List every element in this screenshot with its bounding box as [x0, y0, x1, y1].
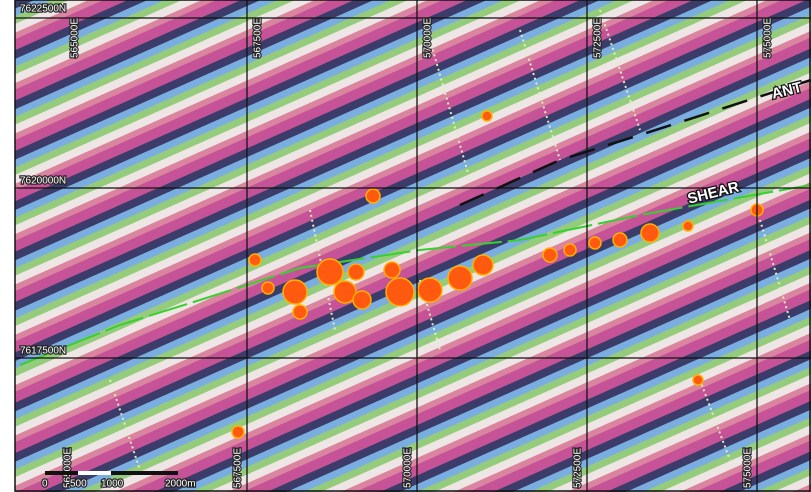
easting-label: 565000E [70, 18, 81, 58]
easting-label: 575000E [743, 448, 754, 488]
easting-label: 567500E [253, 18, 264, 58]
magnetic-image [15, 0, 811, 492]
grid [14, 0, 811, 492]
easting-label: 572500E [593, 18, 604, 58]
easting-label: 572500E [573, 448, 584, 488]
northing-label: 7617500N [20, 346, 66, 357]
scale-bar [45, 471, 178, 475]
drillhole-intercepts [231, 110, 764, 439]
easting-label: 565000E [63, 448, 74, 488]
scale-label: 2000m [165, 479, 196, 490]
easting-label: 567500E [233, 448, 244, 488]
easting-label: 575000E [763, 18, 774, 58]
easting-label: 570000E [403, 448, 414, 488]
anticline-trace [459, 78, 811, 207]
shear-trace [19, 184, 811, 366]
scale-label: 0 [42, 479, 48, 490]
haze [15, 0, 811, 492]
northing-label: 7620000N [20, 176, 66, 187]
scale-label: 1000 [101, 479, 124, 490]
easting-label: 570000E [423, 18, 434, 58]
scale-label: 500 [70, 479, 87, 490]
northing-label: 7622500N [20, 4, 66, 15]
